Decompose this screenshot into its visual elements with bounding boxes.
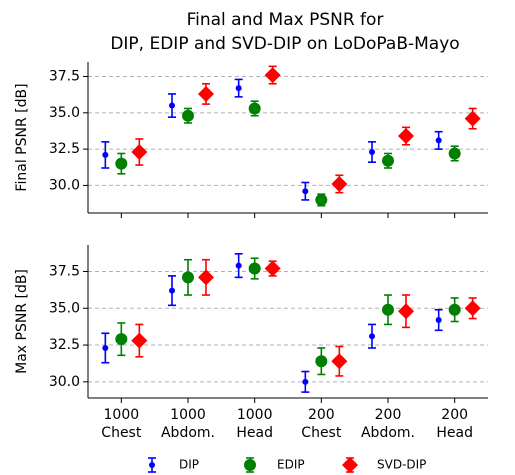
marker <box>102 151 109 158</box>
marker <box>302 378 309 385</box>
marker <box>398 303 414 320</box>
x-tick-label: 1000 <box>170 407 206 423</box>
y-tick-label: 32.5 <box>49 141 80 157</box>
marker <box>369 149 375 156</box>
x-tick-label: 200 <box>441 407 468 423</box>
y-tick-label: 37.5 <box>49 69 80 85</box>
x-tick-label: 200 <box>375 407 402 423</box>
marker <box>169 287 175 294</box>
y-tick-label: 37.5 <box>49 263 80 279</box>
chart-title: DIP, EDIP and SVD-DIP on LoDoPaB-Mayo <box>110 34 459 54</box>
marker <box>448 303 461 316</box>
legend-label: SVD-DIP <box>377 458 426 472</box>
marker <box>248 102 261 115</box>
chart-title: Final and Max PSNR for <box>187 10 384 30</box>
legend-marker <box>149 462 155 468</box>
marker <box>264 260 281 277</box>
marker <box>464 110 481 127</box>
legend-marker <box>244 459 256 471</box>
x-tick-label: Chest <box>301 425 342 441</box>
y-axis-label: Max PSNR [dB] <box>14 269 30 374</box>
marker <box>235 85 242 92</box>
marker <box>182 109 194 122</box>
y-tick-label: 32.5 <box>49 337 80 353</box>
legend-label: EDIP <box>277 458 305 472</box>
marker <box>382 154 394 167</box>
marker <box>398 128 414 145</box>
y-tick-label: 35.0 <box>49 300 80 316</box>
marker <box>264 67 281 84</box>
marker <box>248 262 261 275</box>
marker <box>448 147 461 160</box>
marker <box>331 175 348 192</box>
marker <box>169 102 175 109</box>
x-tick-label: Head <box>436 425 473 441</box>
y-tick-label: 30.0 <box>49 177 80 193</box>
marker <box>198 269 214 286</box>
x-tick-label: Chest <box>101 425 142 441</box>
x-tick-label: Abdom. <box>161 425 215 441</box>
marker <box>131 332 148 349</box>
marker <box>315 193 328 206</box>
x-tick-label: Abdom. <box>361 425 415 441</box>
marker <box>131 144 148 161</box>
marker <box>369 333 375 340</box>
y-tick-label: 30.0 <box>49 374 80 390</box>
x-tick-label: 200 <box>308 407 335 423</box>
marker <box>182 271 194 284</box>
legend-label: DIP <box>179 458 199 472</box>
marker <box>235 262 242 269</box>
marker <box>382 303 394 316</box>
marker <box>198 85 214 102</box>
marker <box>302 188 309 195</box>
x-tick-label: Head <box>236 425 273 441</box>
y-tick-label: 35.0 <box>49 105 80 121</box>
marker <box>331 353 348 370</box>
marker <box>435 317 442 324</box>
marker <box>315 355 328 368</box>
marker <box>464 300 481 317</box>
marker <box>435 137 442 144</box>
y-axis-label: Final PSNR [dB] <box>14 83 30 191</box>
marker <box>102 344 109 351</box>
legend-marker <box>342 457 358 473</box>
marker <box>115 333 128 346</box>
marker <box>115 157 128 170</box>
x-tick-label: 1000 <box>237 407 273 423</box>
x-tick-label: 1000 <box>104 407 140 423</box>
